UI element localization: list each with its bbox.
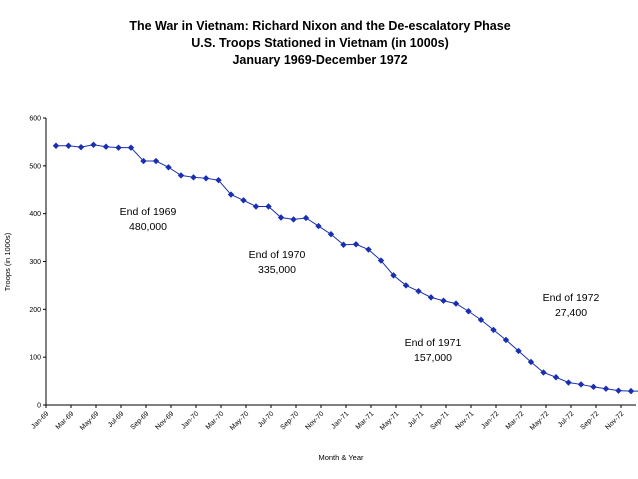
annotation-value: 27,400 [555, 307, 587, 319]
troops-series-line [56, 144, 638, 392]
data-point-marker [402, 282, 410, 289]
x-tick-label: Jul-70 [257, 410, 276, 429]
annotation-title: End of 1969 [120, 206, 177, 218]
annotation-value: 480,000 [129, 221, 167, 233]
x-tick-label: Jul-69 [107, 410, 126, 429]
data-point-marker [290, 216, 297, 223]
x-tick-label: Jan-71 [330, 410, 350, 430]
x-tick-label: Jul-72 [557, 410, 576, 429]
data-point-marker [490, 326, 497, 334]
x-tick-label: Nov-70 [304, 410, 325, 431]
x-tick-label: May-72 [529, 410, 551, 432]
year-end-annotations: End of 1969 480,000 End of 1970 335,000 End … [120, 206, 600, 364]
data-point-marker [277, 214, 285, 221]
data-point-marker [552, 374, 560, 381]
x-tick-label: Sep-70 [279, 410, 300, 431]
data-point-marker [340, 241, 347, 248]
data-point-marker [202, 175, 210, 182]
annotation-title: End of 1970 [249, 249, 306, 261]
x-tick-label: Mar-71 [355, 410, 376, 431]
data-point-marker [302, 214, 310, 222]
y-tick-label: 200 [29, 307, 41, 314]
chart-title-line-1: The War in Vietnam: Richard Nixon and th… [129, 19, 510, 33]
x-tick-label: Jan-72 [480, 410, 500, 430]
data-point-marker [240, 197, 247, 204]
data-point-marker [315, 222, 322, 230]
data-point-marker [215, 176, 222, 184]
data-point-marker [265, 203, 272, 210]
annotation-value: 335,000 [258, 264, 296, 276]
y-tick-label: 0 [37, 403, 41, 410]
data-point-marker [352, 241, 360, 248]
x-tick-label: Mar-70 [205, 410, 226, 431]
y-tick-label: 400 [29, 211, 41, 218]
data-point-marker [90, 141, 97, 148]
data-point-marker [540, 369, 547, 376]
data-point-marker [577, 381, 585, 388]
annotation-title: End of 1972 [543, 292, 600, 304]
data-point-marker [77, 143, 85, 151]
data-point-marker [140, 157, 147, 165]
x-tick-label: Jan-70 [180, 410, 200, 430]
annotation-title: End of 1971 [405, 337, 462, 349]
x-tick-label: Sep-72 [579, 410, 600, 431]
data-point-marker [427, 294, 435, 301]
x-axis-label: Month & Year [318, 453, 364, 462]
x-tick-label: Sep-71 [429, 410, 450, 431]
x-tick-label: Nov-72 [604, 410, 625, 431]
data-point-marker [152, 157, 160, 165]
data-point-marker [177, 172, 185, 179]
x-tick-label: May-69 [79, 410, 101, 432]
x-tick-label: Nov-71 [454, 410, 475, 431]
data-point-marker [465, 308, 472, 315]
annotation-value: 157,000 [414, 352, 452, 364]
y-tick-label: 100 [29, 355, 41, 362]
data-point-marker [440, 297, 447, 304]
data-point-marker [602, 385, 610, 392]
x-tick-label: May-70 [229, 410, 251, 432]
chart-title-line-2: U.S. Troops Stationed in Vietnam (in 100… [191, 36, 448, 50]
x-tick-label: Mar-72 [505, 410, 526, 431]
data-point-marker [415, 287, 422, 295]
y-tick-label: 600 [29, 116, 41, 123]
x-tick-label: Jan-69 [30, 410, 50, 430]
data-point-marker [502, 336, 510, 344]
x-tick-label: Sep-69 [129, 410, 150, 431]
data-point-marker [527, 358, 535, 366]
y-tick-label: 300 [29, 259, 41, 266]
data-point-marker [102, 143, 110, 150]
data-point-marker [627, 387, 635, 395]
x-tick-label: Jul-71 [407, 410, 426, 429]
data-point-marker [252, 203, 260, 210]
y-axis-label: Troops (in 1000s) [3, 232, 12, 291]
data-point-marker [515, 347, 522, 355]
data-point-marker [477, 316, 485, 324]
data-point-marker [115, 144, 122, 151]
x-axis-ticks: Jan-69 Mar-69 May-69 Jul-69 Sep-69 Nov-69 Jan-… [30, 405, 625, 432]
troops-series-markers [52, 141, 635, 395]
data-point-marker [590, 383, 597, 391]
data-point-marker [227, 191, 235, 198]
data-point-marker [165, 164, 172, 171]
y-tick-label: 500 [29, 163, 41, 170]
data-point-marker [365, 246, 372, 253]
chart-title-line-3: January 1969-December 1972 [232, 53, 407, 67]
data-point-marker [52, 142, 60, 149]
data-point-marker [377, 257, 385, 264]
x-tick-label: Mar-69 [55, 410, 76, 431]
data-point-marker [65, 142, 72, 149]
data-point-marker [452, 300, 460, 307]
x-tick-label: Nov-69 [154, 410, 175, 431]
x-tick-label: May-71 [379, 410, 401, 432]
data-point-marker [327, 231, 335, 238]
data-point-marker [190, 174, 197, 181]
data-point-marker [565, 379, 572, 386]
data-point-marker [127, 144, 135, 151]
y-axis-ticks: 0 100 200 300 400 500 600 [29, 116, 46, 410]
data-point-marker [390, 272, 397, 279]
data-point-marker [615, 387, 622, 394]
